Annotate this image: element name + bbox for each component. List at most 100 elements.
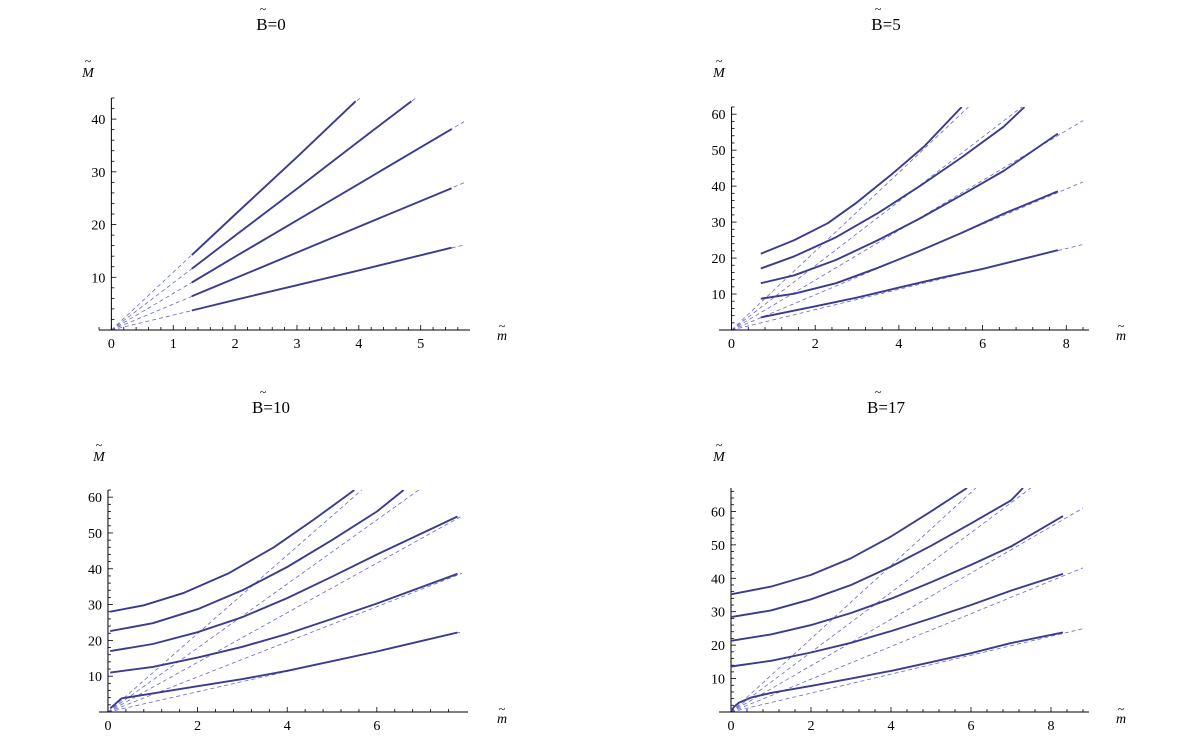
y-tick-label: 20 — [91, 219, 105, 234]
title-text: B=10 — [252, 398, 290, 417]
y-tick-label: 10 — [711, 673, 725, 688]
curve-3 — [730, 515, 1064, 642]
x-tick-label: 2 — [194, 719, 201, 734]
curve-4 — [760, 107, 1026, 270]
ylabel-text: M — [92, 450, 106, 465]
curve-2 — [110, 572, 458, 674]
xlabel-tilde: ~ — [1118, 702, 1125, 716]
asymptote-line — [730, 488, 977, 712]
y-tick-label: 40 — [91, 113, 105, 128]
asymptote-line — [107, 573, 463, 712]
y-tick-label: 30 — [712, 216, 726, 231]
title-text: B=0 — [256, 15, 285, 34]
curves — [191, 100, 453, 312]
y-axis-label: ~ M — [712, 438, 726, 465]
asymptote-line — [730, 488, 1032, 712]
xlabel-text: m — [1116, 329, 1126, 344]
plot-area: 0 2 4 6 8 10 20 30 40 50 60 — [711, 488, 1089, 734]
asymptote-line — [107, 515, 463, 712]
curves — [109, 490, 458, 710]
asymptote-line — [107, 490, 362, 712]
x-tick-label: 6 — [979, 337, 986, 352]
x-axis-label: ~ m — [1116, 319, 1126, 344]
plot-area: 0 1 2 3 4 5 10 20 30 40 — [91, 97, 470, 352]
y-tick-label: 10 — [712, 288, 726, 303]
curve-4 — [110, 490, 405, 633]
panel-title: ~ B=5 — [871, 2, 900, 34]
x-tick-label: 2 — [812, 337, 819, 352]
curve-1 — [760, 249, 1059, 319]
curve-1 — [730, 631, 1064, 712]
curve-4 — [191, 100, 412, 270]
y-tick-label: 50 — [711, 539, 725, 554]
x-tick-label: 8 — [1063, 337, 1070, 352]
x-tick-label: 6 — [968, 719, 975, 734]
curve-5 — [110, 490, 355, 613]
asymptote-lines — [731, 107, 1084, 330]
panel-b5: ~ B=5 ~ M ~ m 0 2 4 6 8 10 20 30 40 50 60 — [712, 2, 1127, 352]
x-tick-label: 8 — [1048, 719, 1055, 734]
y-tick-label: 20 — [711, 639, 725, 654]
asymptote-line — [730, 567, 1084, 712]
y-tick-label: 10 — [91, 271, 105, 286]
y-tick-label: 50 — [88, 527, 102, 542]
ylabel-tilde: ~ — [85, 54, 92, 68]
y-tick-label: 60 — [88, 491, 102, 506]
xlabel-tilde: ~ — [499, 702, 506, 716]
ylabel-tilde: ~ — [716, 54, 723, 68]
y-axis-label: ~ M — [92, 438, 106, 465]
x-tick-label: 5 — [417, 337, 424, 352]
x-tick-label: 4 — [888, 719, 895, 734]
xlabel-tilde: ~ — [499, 319, 506, 333]
panel-b17: ~ B=17 ~ M ~ m 0 2 4 6 8 10 20 30 40 50 60 — [711, 385, 1126, 734]
panel-title: ~ B=0 — [256, 2, 285, 34]
ylabel-text: M — [712, 66, 726, 81]
curve-4 — [730, 488, 1024, 619]
x-tick-label: 4 — [895, 337, 902, 352]
y-axis-label: ~ M — [81, 54, 95, 81]
plot-area: 0 2 4 6 10 20 30 40 50 60 — [88, 489, 468, 734]
curve-3 — [191, 128, 453, 284]
title-text: B=17 — [867, 398, 905, 417]
title-tilde: ~ — [260, 2, 267, 16]
asymptote-line — [107, 490, 419, 712]
title-tilde: ~ — [875, 385, 882, 399]
x-tick-label: 4 — [355, 337, 362, 352]
x-tick-label: 2 — [232, 337, 239, 352]
x-tick-label: 6 — [373, 719, 380, 734]
x-tick-label: 0 — [728, 337, 735, 352]
curve-5 — [730, 488, 968, 596]
xlabel-tilde: ~ — [1118, 319, 1125, 333]
y-tick-label: 30 — [88, 599, 102, 614]
y-tick-label: 10 — [88, 670, 102, 685]
xlabel-text: m — [497, 329, 507, 344]
asymptote-lines — [111, 98, 465, 330]
asymptote-line — [731, 107, 969, 330]
y-axis-label: ~ M — [712, 54, 726, 81]
x-tick-label: 0 — [104, 719, 111, 734]
y-tick-label: 50 — [712, 144, 726, 159]
y-tick-label: 60 — [712, 108, 726, 123]
asymptote-lines — [730, 488, 1084, 712]
x-tick-label: 0 — [108, 337, 115, 352]
x-tick-label: 4 — [284, 719, 291, 734]
curves — [730, 488, 1064, 712]
curve-2 — [730, 572, 1064, 668]
curve-3 — [760, 132, 1059, 285]
curve-1 — [191, 246, 452, 312]
panel-b10: ~ B=10 ~ M ~ m 0 2 4 6 10 20 30 40 50 60 — [88, 385, 507, 734]
x-axis-label: ~ m — [497, 319, 507, 344]
x-axis-label: ~ m — [497, 702, 507, 727]
ylabel-text: M — [712, 450, 726, 465]
y-tick-label: 30 — [91, 166, 105, 181]
title-tilde: ~ — [875, 2, 882, 16]
asymptote-line — [731, 107, 1022, 330]
x-tick-label: 1 — [170, 337, 177, 352]
curves — [760, 107, 1059, 319]
x-axis-label: ~ m — [1116, 702, 1126, 727]
panel-title: ~ B=17 — [867, 385, 905, 417]
ylabel-tilde: ~ — [716, 438, 723, 452]
y-tick-label: 60 — [711, 505, 725, 520]
curve-2 — [191, 187, 452, 298]
curve-5 — [191, 100, 357, 256]
